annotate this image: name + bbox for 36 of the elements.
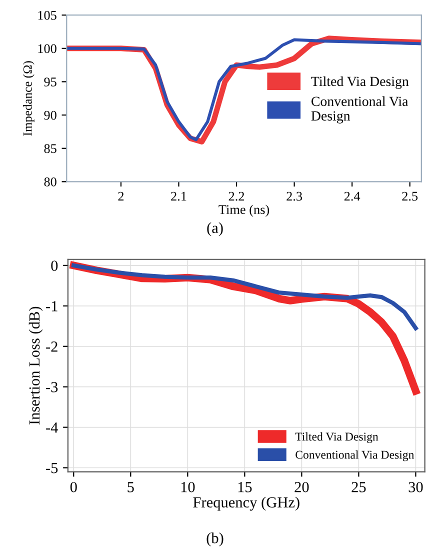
legend-label: Tilted Via Design <box>311 76 409 89</box>
y-tick-label: -4 <box>46 422 58 433</box>
x-tick-label: 2.2 <box>228 192 244 201</box>
y-tick-label: 95 <box>44 78 56 86</box>
x-tick-label: 2.3 <box>286 192 302 201</box>
y-tick-label: 80 <box>44 177 56 186</box>
y-tick-label: 85 <box>44 144 56 154</box>
x-tick-label: 2.4 <box>344 192 360 201</box>
text: (a) <box>207 222 223 236</box>
y-tick-label: 105 <box>38 10 56 20</box>
x-tick-label: 15 <box>238 482 252 492</box>
y-tick-label: 90 <box>44 110 56 120</box>
legend-label: Conventional Via Design <box>296 450 414 462</box>
y-tick-label: -1 <box>46 301 58 312</box>
y-tick-label: -5 <box>46 463 58 474</box>
x-tick-label: 2 <box>118 192 124 201</box>
text: (b) <box>206 532 224 546</box>
x-tick-label: 10 <box>181 482 195 492</box>
x-tick-label: 30 <box>408 482 423 492</box>
y-tick-label: -3 <box>46 382 58 392</box>
x-axis-title: Time (ns) <box>218 204 270 217</box>
x-axis-title: Frequency (GHz) <box>193 496 300 511</box>
y-axis-title: Impedance (Ω) <box>23 61 34 136</box>
legend-label: Tilted Via Design <box>295 432 378 444</box>
x-tick-label: 2.5 <box>402 192 418 201</box>
legend-label: Conventional Via Design <box>311 96 408 124</box>
x-tick-label: 25 <box>352 482 366 492</box>
y-tick-label: 0 <box>51 260 58 271</box>
x-tick-label: 0 <box>70 482 77 492</box>
y-tick-label: 100 <box>38 44 56 54</box>
y-axis-title: Insertion Loss (dB) <box>28 306 43 424</box>
line-series <box>72 263 418 330</box>
x-tick-label: 20 <box>294 482 309 492</box>
y-tick-label: -2 <box>46 342 58 352</box>
x-tick-label: 5 <box>128 482 134 492</box>
x-tick-label: 2.1 <box>171 192 186 201</box>
